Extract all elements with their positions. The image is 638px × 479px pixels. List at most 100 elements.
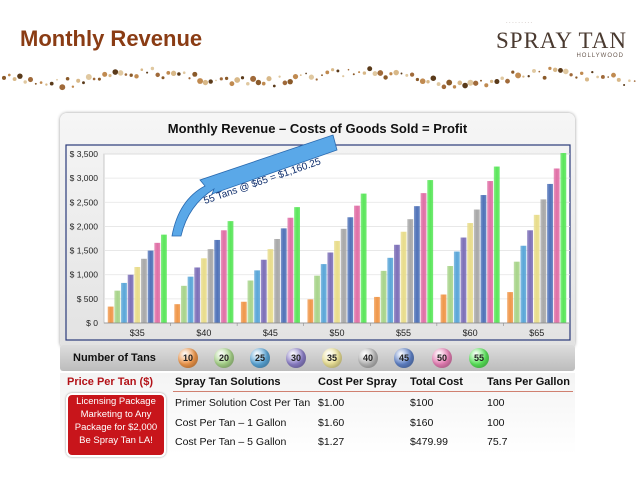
decorative-dot [27, 77, 34, 83]
bar [467, 223, 474, 323]
bar [420, 193, 427, 323]
bar [274, 238, 281, 323]
bar [334, 240, 340, 323]
bar [473, 209, 480, 323]
bar [547, 183, 553, 323]
decorative-dot [234, 77, 241, 83]
callout-arrow [171, 134, 338, 237]
legend-item-10: 10 [178, 348, 198, 368]
promo-line: Marketing to Any [80, 409, 152, 420]
bar [260, 259, 267, 323]
decorative-dot [426, 80, 430, 84]
bar [180, 285, 187, 323]
decorative-dot [342, 75, 345, 78]
x-tick-label: $45 [263, 328, 278, 338]
bar [127, 274, 134, 323]
y-tick-label: $ 1,500 [70, 246, 99, 256]
decorative-dot [170, 70, 177, 76]
table-cell: 75.7 [487, 436, 508, 448]
decorative-dot [623, 83, 626, 87]
promo-line: Licensing Package [76, 396, 156, 407]
bar [240, 301, 247, 323]
bar [507, 292, 514, 323]
decorative-dot [308, 74, 315, 80]
bar [360, 193, 367, 323]
bar [354, 205, 360, 323]
bar [493, 166, 500, 323]
decorative-dot [65, 76, 70, 81]
decorative-dot [272, 84, 276, 88]
bar [121, 282, 127, 323]
bar [194, 267, 201, 323]
bar [387, 257, 394, 323]
decorative-dot [76, 78, 81, 83]
decorative-dot [484, 83, 489, 88]
bar [227, 221, 234, 323]
bar [174, 304, 181, 323]
decorative-dot [515, 72, 522, 79]
decorative-dot [393, 69, 399, 76]
decorative-dot [299, 74, 302, 77]
decorative-dot [229, 81, 235, 87]
decorative-dot [7, 73, 11, 77]
bar [320, 264, 327, 323]
decorative-dot [372, 71, 378, 77]
table-cell: 100 [487, 417, 505, 429]
decorative-dot [246, 81, 250, 86]
decorative-dot [405, 73, 409, 77]
decorative-dot [616, 77, 621, 82]
decorative-dot [542, 75, 547, 80]
bar [453, 251, 460, 323]
bar [214, 239, 221, 323]
decorative-dot [250, 75, 257, 82]
decorative-dot [39, 81, 43, 84]
decorative-dot [261, 81, 266, 86]
decorative-dot [362, 71, 367, 75]
decorative-dot [255, 79, 262, 86]
bar [427, 180, 434, 323]
table-header-cost-per-spray: Cost Per Spray [318, 376, 397, 388]
decorative-dot [591, 70, 594, 74]
bar [307, 299, 314, 323]
decorative-dot [315, 78, 318, 81]
y-tick-label: $ 2,000 [70, 221, 99, 231]
decorative-dot [325, 70, 330, 75]
decorative-dot [596, 75, 599, 79]
slide-title: Monthly Revenue [20, 26, 203, 51]
decorative-dot [97, 77, 101, 81]
decorative-dot [23, 80, 27, 84]
decorative-dot [575, 76, 578, 79]
y-tick-label: $ 0 [86, 318, 98, 328]
decorative-dot [202, 79, 209, 86]
x-tick-label: $60 [463, 328, 478, 338]
decorative-dot [579, 71, 584, 76]
decorative-dot [367, 66, 373, 72]
decorative-dot [563, 68, 569, 75]
table-header-total-cost: Total Cost [410, 376, 463, 388]
legend-item-50: 50 [432, 348, 452, 368]
legend-item-40: 40 [358, 348, 378, 368]
decorative-dot [584, 77, 590, 82]
decorative-dots [1, 66, 636, 91]
table-cell: $1.00 [318, 397, 345, 409]
bar [114, 290, 121, 323]
decorative-dot [489, 79, 494, 84]
bar [107, 306, 114, 323]
decorative-dot [527, 75, 530, 78]
table-cell: $1.60 [318, 417, 345, 429]
bar [134, 266, 141, 323]
table-header-solutions: Spray Tan Solutions [175, 376, 281, 388]
bar [147, 250, 154, 323]
decorative-dot [415, 77, 420, 82]
table-cell: $160 [410, 417, 434, 429]
decorative-dot [569, 73, 573, 77]
table-cell: Cost Per Tan – 1 Gallon [175, 417, 287, 429]
decorative-dot [409, 72, 415, 77]
decorative-dot [82, 81, 85, 85]
decorative-dot [197, 78, 204, 84]
decorative-dot [336, 69, 340, 73]
decorative-dot [611, 72, 616, 78]
bar [487, 181, 494, 323]
table-cell: $1.27 [318, 436, 345, 448]
